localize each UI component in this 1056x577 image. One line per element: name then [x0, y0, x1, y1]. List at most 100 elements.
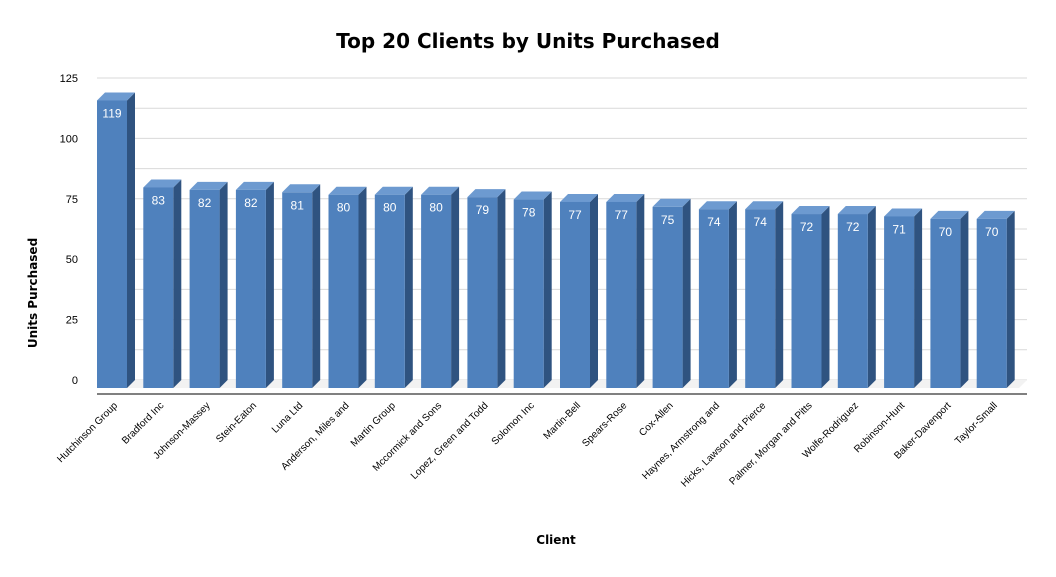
bar-top [467, 189, 506, 198]
x-tick-label: Hutchinson Group [55, 400, 120, 465]
bar [97, 100, 127, 388]
data-label: 77 [615, 208, 629, 222]
bar-top [652, 198, 691, 207]
bar-side [914, 208, 923, 388]
bar-top [884, 208, 923, 217]
bar-side [543, 191, 552, 388]
data-label: 80 [337, 201, 351, 215]
x-tick-label: Spears-Rose [580, 400, 629, 449]
data-label: 82 [244, 196, 258, 210]
bar-side [219, 181, 228, 388]
data-label: 80 [383, 201, 397, 215]
bar-top [282, 184, 321, 193]
data-label: 81 [291, 198, 305, 212]
data-label: 75 [661, 213, 675, 227]
bar [374, 194, 405, 388]
bar [652, 206, 683, 388]
bar [606, 201, 637, 388]
x-tick-label: Solomon Inc [490, 400, 537, 447]
y-tick-label: 25 [66, 315, 78, 327]
x-tick-label: Cox-Allen [637, 400, 675, 438]
bar [235, 189, 266, 388]
bar [698, 209, 729, 388]
data-label: 77 [568, 208, 582, 222]
bar-side [265, 181, 274, 388]
bar [745, 209, 776, 388]
y-tick-label: 0 [72, 375, 78, 387]
bar [143, 187, 174, 388]
data-label: 74 [754, 215, 768, 229]
bar-side [451, 186, 460, 388]
x-tick-label: Stein-Eaton [214, 400, 259, 445]
y-tick-label: 100 [60, 133, 78, 145]
x-tick-label: Hicks, Lawson and Pierce [679, 400, 768, 489]
x-tick-label: Luna Ltd [270, 400, 305, 435]
bar-top [837, 206, 876, 215]
bar-side [404, 186, 413, 388]
bar-top [698, 201, 737, 210]
y-tick-label: 125 [60, 73, 78, 85]
x-tick-label: Bradford Inc [120, 400, 166, 446]
bar-side [173, 179, 182, 388]
bar-side [1006, 210, 1015, 388]
bar-top [606, 193, 645, 202]
x-tick-label: Palmer, Morgan and Pitts [727, 400, 814, 487]
bar-top [791, 206, 830, 215]
bar-side [358, 186, 367, 388]
bar-side [590, 193, 598, 388]
bar-side [312, 184, 321, 388]
bar-side [127, 92, 135, 388]
data-label: 80 [429, 201, 443, 215]
bar-top [97, 92, 135, 101]
bar-side [960, 210, 969, 388]
x-tick-label: Martin-Bell [542, 400, 584, 442]
bar-side [867, 206, 876, 388]
bar-top [513, 191, 552, 200]
data-label: 79 [476, 203, 490, 217]
x-axis-title: Client [536, 533, 576, 547]
bar-top [374, 186, 413, 195]
bar [421, 194, 452, 388]
bar-top [421, 186, 460, 195]
x-tick-label: Taylor-Small [953, 400, 1000, 447]
data-label: 82 [198, 196, 212, 210]
data-label: 71 [892, 222, 906, 236]
bar [467, 197, 498, 388]
chart-title: Top 20 Clients by Units Purchased [336, 29, 720, 53]
bar [976, 218, 1007, 388]
bar-top [976, 210, 1015, 219]
bar-top [143, 179, 182, 188]
data-label: 70 [985, 225, 999, 239]
bar-top [560, 193, 598, 202]
bar [930, 218, 961, 388]
data-label: 72 [800, 220, 814, 234]
data-label: 119 [102, 106, 121, 120]
y-tick-label: 75 [66, 194, 78, 206]
x-tick-label: Martin Group [349, 400, 398, 449]
bar [189, 189, 220, 388]
x-tick-label: Haynes, Armstrong and [640, 400, 722, 482]
bar [791, 214, 822, 388]
bar-side [775, 201, 784, 388]
bar-top [189, 181, 228, 190]
bar-side [682, 198, 691, 388]
bar-top [328, 186, 367, 195]
data-label: 74 [707, 215, 721, 229]
data-label: 83 [152, 193, 166, 207]
x-tick-label: Lopez, Green and Todd [409, 400, 491, 482]
bar [328, 194, 359, 388]
bar-side [636, 193, 645, 388]
data-label: 78 [522, 206, 536, 220]
bar [513, 199, 544, 388]
bar-side [728, 201, 737, 388]
bar-top [745, 201, 784, 210]
bar-side [821, 206, 830, 388]
y-tick-label: 50 [66, 254, 78, 266]
bar [282, 192, 313, 388]
bar-top [930, 210, 969, 219]
data-label: 70 [939, 225, 953, 239]
bar [560, 201, 590, 388]
data-label: 72 [846, 220, 860, 234]
bar [837, 214, 868, 388]
